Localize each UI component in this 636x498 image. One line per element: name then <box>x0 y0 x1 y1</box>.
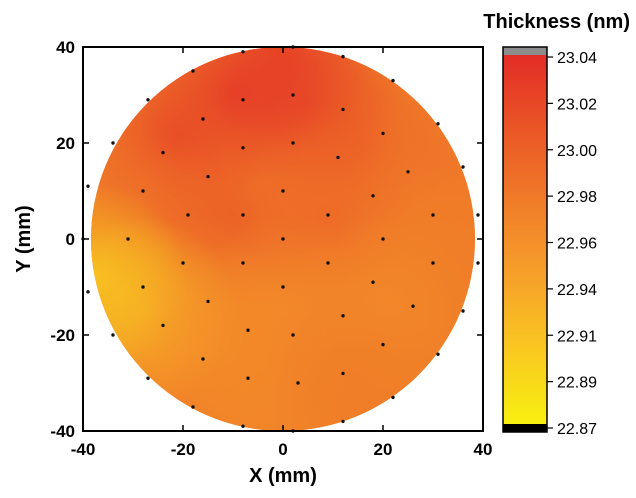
measurement-point <box>281 285 285 289</box>
measurement-point <box>476 261 480 265</box>
measurement-point <box>341 419 345 424</box>
measurement-point <box>241 146 245 150</box>
colorbar-gradient <box>503 55 547 424</box>
colorbar-frame <box>502 46 548 433</box>
measurement-point <box>341 54 345 59</box>
measurement-point <box>381 342 385 347</box>
measurement-point <box>291 333 295 337</box>
thickness-region <box>263 288 453 431</box>
x-tick-label: 20 <box>374 440 393 459</box>
measurement-point <box>141 189 145 193</box>
colorbar-over-color <box>503 47 547 55</box>
colorbar-title: Thickness (nm) <box>483 11 630 33</box>
measurement-point <box>206 299 210 304</box>
colorbar-tick-label: 22.87 <box>557 421 597 438</box>
x-tick-label: -20 <box>171 440 196 459</box>
y-tick-label: -40 <box>50 422 75 441</box>
measurement-point <box>146 376 150 380</box>
measurement-point <box>201 357 205 361</box>
measurement-point <box>201 117 205 121</box>
measurement-point <box>281 189 285 193</box>
measurement-point <box>161 323 165 328</box>
measurement-point <box>431 261 435 265</box>
measurement-point <box>436 122 440 126</box>
measurement-point <box>206 174 210 179</box>
x-axis-label: X (mm) <box>249 465 317 487</box>
measurement-point <box>371 280 375 284</box>
measurement-point <box>461 165 465 169</box>
measurement-point <box>241 213 245 217</box>
x-tick-label: 40 <box>474 440 493 459</box>
measurement-point <box>381 237 385 241</box>
measurement-point <box>391 78 395 83</box>
colorbar-tick-label: 23.00 <box>557 143 597 160</box>
y-tick-label: 0 <box>66 230 75 249</box>
measurement-point <box>191 69 195 73</box>
measurement-point <box>111 333 115 337</box>
measurement-point <box>111 141 115 145</box>
measurement-point <box>141 285 145 289</box>
measurement-point <box>406 170 410 174</box>
colorbar-tick-label: 22.96 <box>557 236 597 253</box>
measurement-point <box>341 107 345 112</box>
colorbar-tick-label: 22.94 <box>557 282 597 299</box>
measurement-point <box>241 261 245 265</box>
y-tick-label: -20 <box>50 326 75 345</box>
x-tick-label: 0 <box>278 440 287 459</box>
measurement-point <box>341 314 345 318</box>
y-axis-label: Y (mm) <box>13 205 35 272</box>
measurement-point <box>391 395 395 400</box>
colorbar-tick-label: 22.91 <box>557 328 597 345</box>
measurement-point <box>326 213 330 217</box>
colorbar: 23.04 23.02 23.00 22.98 22.96 22.94 22.91 22.89… <box>483 11 630 438</box>
measurement-points <box>81 45 480 433</box>
measurement-point <box>246 328 250 332</box>
measurement-point <box>161 150 165 155</box>
measurement-point <box>371 194 375 198</box>
measurement-point <box>436 352 440 356</box>
measurement-point <box>291 141 295 145</box>
measurement-point <box>411 304 415 308</box>
x-tick-label: -40 <box>71 440 96 459</box>
measurement-point <box>181 261 185 265</box>
measurement-point <box>461 309 465 313</box>
measurement-point <box>146 98 150 102</box>
measurement-point <box>326 261 330 265</box>
measurement-point <box>241 98 245 102</box>
axis-ticks: -40 -20 0 20 40 40 20 0 -20 -40 <box>50 38 492 459</box>
measurement-point <box>126 237 130 241</box>
wafer-thickness-map <box>91 47 475 431</box>
measurement-point <box>186 213 190 217</box>
measurement-point <box>341 371 345 376</box>
measurement-point <box>86 184 90 188</box>
colorbar-tick-label: 23.02 <box>557 96 597 113</box>
colorbar-under-color <box>503 424 547 432</box>
measurement-point <box>191 405 195 409</box>
colorbar-tick-label: 22.98 <box>557 189 597 206</box>
measurement-point <box>241 50 245 54</box>
measurement-point <box>476 213 480 217</box>
measurement-point <box>246 376 250 380</box>
y-tick-label: 40 <box>56 38 75 57</box>
measurement-point <box>86 290 90 294</box>
measurement-point <box>336 155 340 160</box>
y-tick-label: 20 <box>56 134 75 153</box>
measurement-point <box>291 93 295 97</box>
colorbar-ticks: 23.04 23.02 23.00 22.98 22.96 22.94 22.91 22.89… <box>547 50 597 438</box>
measurement-point <box>241 424 245 428</box>
colorbar-tick-label: 23.04 <box>557 50 597 67</box>
measurement-point <box>281 237 285 241</box>
measurement-point <box>381 131 385 136</box>
measurement-point <box>296 381 300 385</box>
measurement-point <box>431 213 435 217</box>
colorbar-tick-label: 22.89 <box>557 375 597 392</box>
